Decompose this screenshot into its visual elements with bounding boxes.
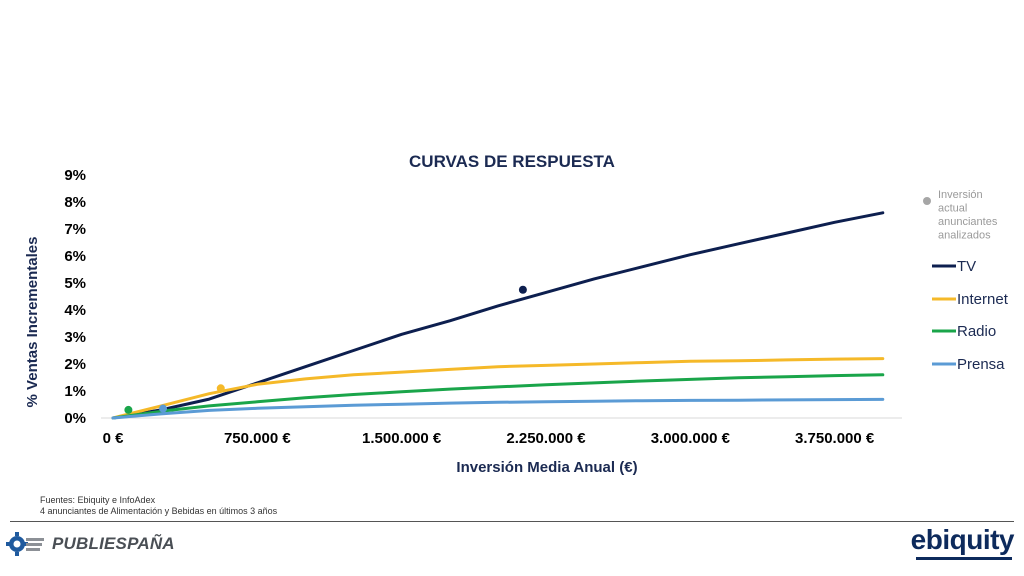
current-investment-point-tv xyxy=(518,285,527,294)
y-tick-label: 3% xyxy=(64,329,86,346)
x-tick-label: 3.000.000 € xyxy=(651,430,731,447)
y-tick-label: 2% xyxy=(64,356,86,373)
y-tick-label: 1% xyxy=(64,383,86,400)
footer-divider xyxy=(10,521,1014,522)
y-tick-label: 9% xyxy=(64,167,86,184)
x-axis-ticks: 0 € 750.000 € 1.500.000 € 2.250.000 € 3.000.… xyxy=(103,430,875,447)
x-tick-label: 2.250.000 € xyxy=(506,430,586,447)
gear-logo-icon xyxy=(6,532,44,556)
series-line-prensa xyxy=(111,397,885,420)
legend-marker-label: Inversión actual anunciantes analizados xyxy=(938,189,998,242)
ebiquity-logo: ebiquity xyxy=(910,524,1015,555)
x-tick-label: 0 € xyxy=(103,430,125,447)
legend-label-prensa: Prensa xyxy=(957,356,1005,373)
legend-label-tv: TV xyxy=(957,258,976,275)
legend-label-radio: Radio xyxy=(957,323,996,340)
series-line-radio xyxy=(111,373,885,420)
current-investment-points xyxy=(124,285,527,414)
y-tick-label: 6% xyxy=(64,248,86,265)
chart-title: CURVAS DE RESPUESTA xyxy=(409,152,615,171)
y-tick-label: 8% xyxy=(64,194,86,211)
y-axis-title: % Ventas Incrementales xyxy=(24,237,41,408)
x-axis-title: Inversión Media Anual (€) xyxy=(456,459,637,476)
sources-line: Fuentes: Ebiquity e InfoAdex xyxy=(40,495,156,505)
x-tick-label: 1.500.000 € xyxy=(362,430,442,447)
y-tick-label: 0% xyxy=(64,410,86,427)
legend-marker-dot xyxy=(923,197,931,205)
current-investment-point-internet xyxy=(216,384,225,393)
y-tick-label: 5% xyxy=(64,275,86,292)
current-investment-point-prensa xyxy=(159,404,168,413)
chart-legend: Inversión actual anunciantes analizados TV In… xyxy=(923,189,1009,373)
response-curves-chart: CURVAS DE RESPUESTA 0% 1% 2% 3% 4% 5% 6% 7% 8% 9%… xyxy=(24,152,1009,476)
series-lines xyxy=(111,211,885,420)
publiespana-logo-text: PUBLIESPAÑA xyxy=(52,534,175,553)
sources-note: Fuentes: Ebiquity e InfoAdex 4 anunciant… xyxy=(40,495,277,517)
current-investment-point-radio xyxy=(124,405,133,414)
y-axis-ticks: 0% 1% 2% 3% 4% 5% 6% 7% 8% 9% xyxy=(64,167,86,427)
series-line-internet xyxy=(111,357,885,420)
sample-line: 4 anunciantes de Alimentación y Bebidas … xyxy=(40,506,278,516)
legend-label-internet: Internet xyxy=(957,291,1009,308)
x-tick-label: 3.750.000 € xyxy=(795,430,875,447)
x-tick-label: 750.000 € xyxy=(224,430,291,447)
publiespana-logo: PUBLIESPAÑA xyxy=(6,530,175,558)
ebiquity-logo-underline xyxy=(916,557,1012,560)
y-tick-label: 7% xyxy=(64,221,86,238)
y-tick-label: 4% xyxy=(64,302,86,319)
